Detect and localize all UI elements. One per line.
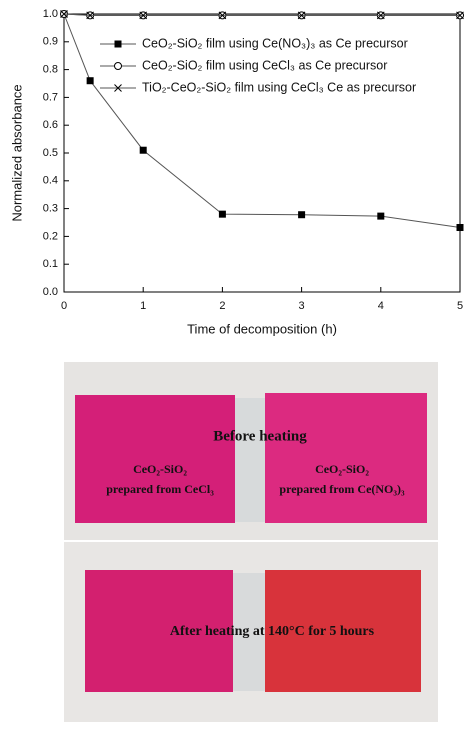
- x-tick-label: 0: [61, 300, 67, 312]
- marker: [456, 11, 464, 20]
- slide-right: [265, 570, 421, 692]
- y-tick-label: 0.1: [43, 258, 58, 270]
- y-tick-label: 0.9: [43, 36, 58, 48]
- marker: [139, 146, 147, 154]
- legend-marker: [114, 40, 122, 48]
- photo-label: CeO₂-SiO₂: [133, 462, 187, 476]
- marker: [377, 212, 385, 220]
- y-tick-label: 0.6: [43, 119, 58, 131]
- marker: [86, 77, 94, 85]
- photos: Before heating CeO₂-SiO₂ prepared from C…: [64, 362, 438, 722]
- marker: [218, 11, 227, 20]
- slide-gap: [233, 573, 265, 691]
- marker: [86, 11, 94, 20]
- legend-label: CeO₂-SiO₂ film using Ce(NO₃)₃ as Ce prec…: [142, 36, 408, 50]
- photo-label: prepared from CeCl₃: [106, 482, 214, 496]
- legend-label: CeO₂-SiO₂ film using CeCl₃ as Ce precurs…: [142, 58, 387, 72]
- slide-right: [265, 393, 427, 523]
- x-tick-label: 3: [299, 300, 305, 312]
- x-tick-label: 4: [378, 300, 384, 312]
- photo-label: CeO₂-SiO₂: [315, 462, 369, 476]
- y-tick-label: 0.4: [43, 175, 58, 187]
- y-tick-label: 0.2: [43, 230, 58, 242]
- marker: [139, 11, 148, 20]
- y-axis-label: Normalized absorbance: [9, 84, 24, 221]
- photo-title: Before heating: [213, 428, 307, 444]
- y-tick-label: 0.0: [43, 286, 58, 298]
- legend-marker: [114, 84, 122, 92]
- marker: [298, 211, 306, 219]
- marker: [456, 224, 464, 232]
- marker: [297, 11, 306, 20]
- y-tick-label: 0.5: [43, 147, 58, 159]
- photo-title: After heating at 140°C for 5 hours: [170, 624, 375, 639]
- y-tick-label: 0.8: [43, 64, 58, 76]
- x-axis-label: Time of decomposition (h): [187, 321, 337, 336]
- x-tick-label: 1: [140, 300, 146, 312]
- y-tick-label: 0.3: [43, 203, 58, 215]
- marker: [60, 10, 68, 18]
- legend-marker: [114, 62, 122, 70]
- slide-left: [85, 570, 233, 692]
- x-tick-label: 2: [219, 300, 225, 312]
- y-tick-label: 1.0: [43, 8, 58, 20]
- legend-label: TiO₂-CeO₂-SiO₂ film using CeCl₃ Ce as pr…: [142, 80, 416, 94]
- slide-gap: [235, 398, 265, 522]
- slide-left: [75, 395, 235, 523]
- photo-label: prepared from Ce(NO₃)₃: [279, 482, 405, 496]
- y-tick-label: 0.7: [43, 91, 58, 103]
- marker: [376, 11, 385, 20]
- marker: [218, 210, 226, 218]
- plot-frame: [63, 13, 461, 293]
- x-tick-label: 5: [457, 300, 463, 312]
